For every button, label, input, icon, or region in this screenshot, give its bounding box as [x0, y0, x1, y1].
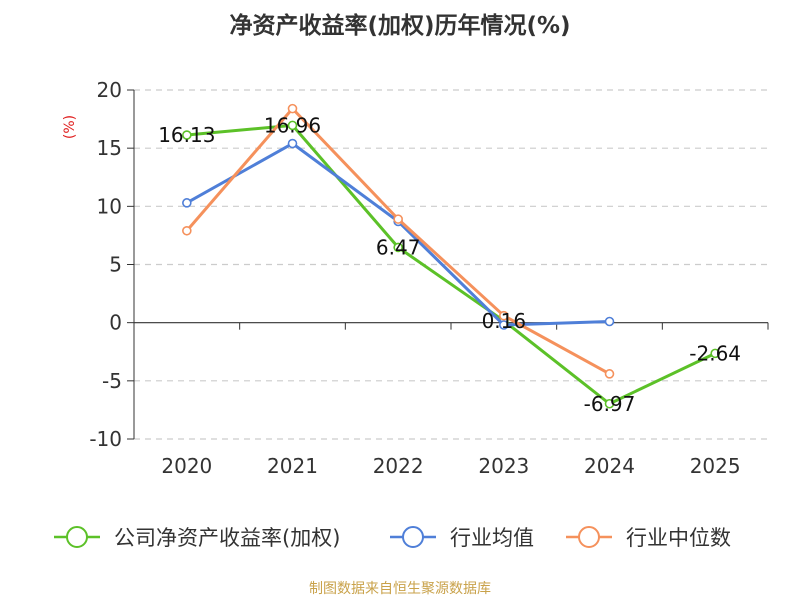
data-point — [287, 103, 298, 114]
x-tick-label: 2020 — [161, 454, 212, 478]
legend-label: 行业均值 — [450, 526, 534, 550]
data-point — [287, 120, 298, 131]
data-point — [710, 348, 720, 359]
series-line-1 — [186, 142, 610, 327]
data-point — [604, 398, 615, 409]
data-point — [393, 214, 403, 224]
x-tick-label: 2022 — [373, 454, 424, 478]
data-point — [393, 242, 403, 253]
x-tick-label: 2024 — [584, 454, 635, 478]
data-point — [604, 369, 615, 379]
data-point — [604, 316, 615, 327]
y-axis-unit: (%) — [62, 115, 78, 139]
x-tick-label: 2021 — [267, 454, 318, 478]
x-tick-label: 2025 — [690, 454, 741, 478]
data-labels: 16.13 16.96 6.47 0.16 -6.97 -2.64 — [158, 113, 741, 415]
legend: 公司净资产收益率(加权) 行业均值 行业中位数 — [54, 526, 731, 550]
y-tick-label: 5 — [109, 253, 122, 277]
data-point — [287, 138, 298, 149]
data-label: 6.47 — [376, 235, 421, 259]
axes: 20 15 10 5 0 -5 -10 (%) 2020 2021 2022 2023 2024 2025 — [62, 78, 769, 478]
source-note: 制图数据来自恒生聚源数据库 — [309, 581, 491, 597]
data-point — [182, 225, 192, 236]
legend-label: 行业中位数 — [626, 526, 731, 550]
y-tick-label: -5 — [102, 369, 122, 393]
data-label: 16.96 — [264, 113, 321, 137]
y-tick-label: 0 — [109, 311, 122, 335]
legend-label: 公司净资产收益率(加权) — [114, 526, 340, 550]
legend-marker-icon — [66, 526, 88, 548]
y-tick-label: -10 — [89, 427, 122, 451]
data-point — [182, 130, 192, 140]
chart-title: 净资产收益率(加权)历年情况(%) — [229, 13, 571, 39]
data-label: 0.16 — [482, 309, 527, 333]
grid-lines — [134, 89, 768, 440]
series-lines — [182, 103, 720, 409]
y-tick-label: 10 — [97, 194, 122, 218]
data-label: -6.97 — [584, 392, 636, 416]
legend-marker-icon — [402, 526, 424, 548]
legend-marker-icon — [578, 526, 600, 548]
data-point — [499, 320, 509, 330]
data-label: 16.13 — [158, 123, 215, 147]
data-label: -2.64 — [689, 341, 741, 365]
y-tick-label: 15 — [97, 136, 122, 160]
x-tick-label: 2023 — [478, 454, 529, 478]
y-tick-label: 20 — [97, 78, 122, 102]
data-point — [182, 198, 192, 208]
data-point — [499, 310, 509, 321]
